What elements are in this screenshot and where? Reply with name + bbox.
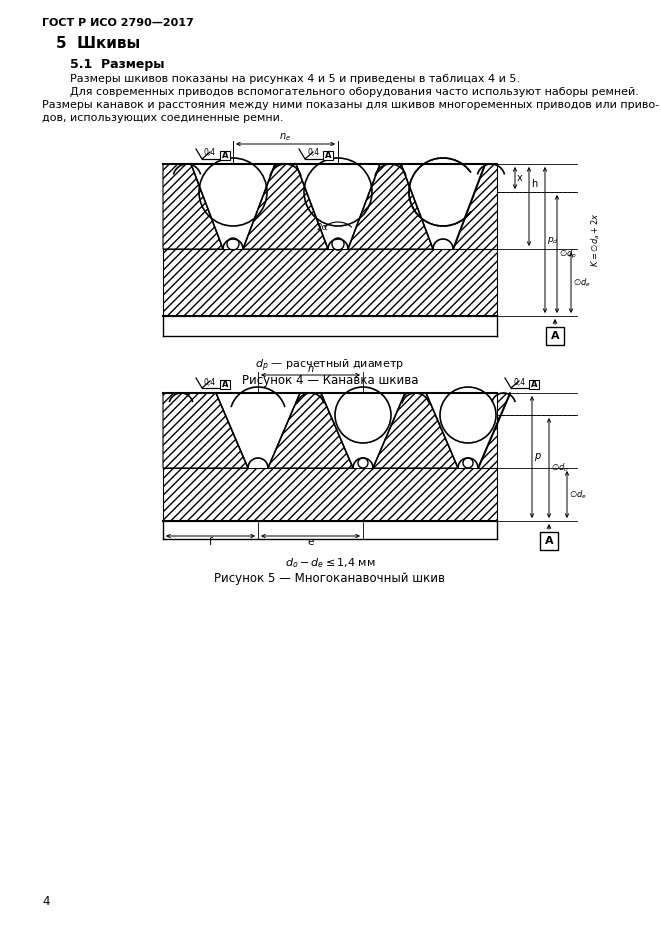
Text: x: x — [517, 173, 523, 183]
Text: 5.1  Размеры: 5.1 Размеры — [70, 58, 165, 71]
Text: $\varnothing d_e$: $\varnothing d_e$ — [569, 489, 587, 501]
Polygon shape — [478, 393, 510, 468]
Text: $d_p$ — расчетный диаметр: $d_p$ — расчетный диаметр — [255, 358, 405, 374]
Text: 0,4: 0,4 — [204, 149, 216, 157]
Text: A: A — [531, 380, 537, 388]
Text: $K = \varnothing d_a + 2x$: $K = \varnothing d_a + 2x$ — [589, 212, 602, 268]
Text: A: A — [325, 151, 331, 160]
Text: A: A — [221, 380, 228, 388]
Text: $p_d$: $p_d$ — [547, 235, 559, 245]
Text: $d_o - d_e \leq 1{,}4$ мм: $d_o - d_e \leq 1{,}4$ мм — [285, 556, 375, 570]
Text: 2α: 2α — [316, 223, 328, 231]
Polygon shape — [453, 164, 497, 249]
Text: Размеры канавок и расстояния между ними показаны для шкивов многоременных привод: Размеры канавок и расстояния между ними … — [42, 100, 659, 110]
Bar — [163, 249, 497, 316]
Polygon shape — [163, 164, 223, 249]
Text: $n$: $n$ — [307, 364, 314, 374]
Polygon shape — [268, 393, 353, 468]
Text: A: A — [551, 331, 559, 341]
Bar — [220, 151, 230, 160]
Bar — [220, 379, 230, 389]
Bar — [540, 532, 558, 550]
Text: f: f — [209, 537, 212, 547]
Text: $n_e$: $n_e$ — [280, 131, 292, 143]
Polygon shape — [243, 164, 328, 249]
Text: $\varnothing d_p$: $\varnothing d_p$ — [559, 247, 577, 260]
Text: 0,4: 0,4 — [307, 149, 319, 157]
Text: 4: 4 — [42, 895, 50, 908]
Bar — [163, 468, 497, 521]
Text: $\varnothing d_e$: $\varnothing d_e$ — [573, 276, 591, 288]
Text: Рисунок 5 — Многоканавочный шкив: Рисунок 5 — Многоканавочный шкив — [215, 572, 446, 585]
Polygon shape — [163, 393, 248, 468]
Text: дов, использующих соединенные ремни.: дов, использующих соединенные ремни. — [42, 113, 284, 123]
Text: 0,4: 0,4 — [513, 377, 525, 387]
Text: e: e — [307, 537, 314, 547]
Bar — [546, 327, 564, 345]
Text: A: A — [545, 536, 553, 546]
Text: ГОСТ Р ИСО 2790—2017: ГОСТ Р ИСО 2790—2017 — [42, 18, 194, 28]
Text: $\varnothing d_o$: $\varnothing d_o$ — [551, 461, 569, 475]
Polygon shape — [348, 164, 433, 249]
Text: Для современных приводов вспомогательного оборудования часто используют наборы р: Для современных приводов вспомогательног… — [70, 87, 639, 97]
Polygon shape — [373, 393, 458, 468]
Bar — [529, 379, 539, 389]
Text: 5  Шкивы: 5 Шкивы — [56, 36, 140, 51]
Text: Рисунок 4 — Канавка шкива: Рисунок 4 — Канавка шкива — [242, 374, 418, 387]
Bar — [323, 151, 333, 160]
Text: $p$: $p$ — [534, 451, 542, 463]
Text: Размеры шкивов показаны на рисунках 4 и 5 и приведены в таблицах 4 и 5.: Размеры шкивов показаны на рисунках 4 и … — [70, 74, 520, 84]
Text: 0,4: 0,4 — [204, 377, 216, 387]
Text: A: A — [221, 151, 228, 160]
Text: h: h — [531, 179, 537, 189]
